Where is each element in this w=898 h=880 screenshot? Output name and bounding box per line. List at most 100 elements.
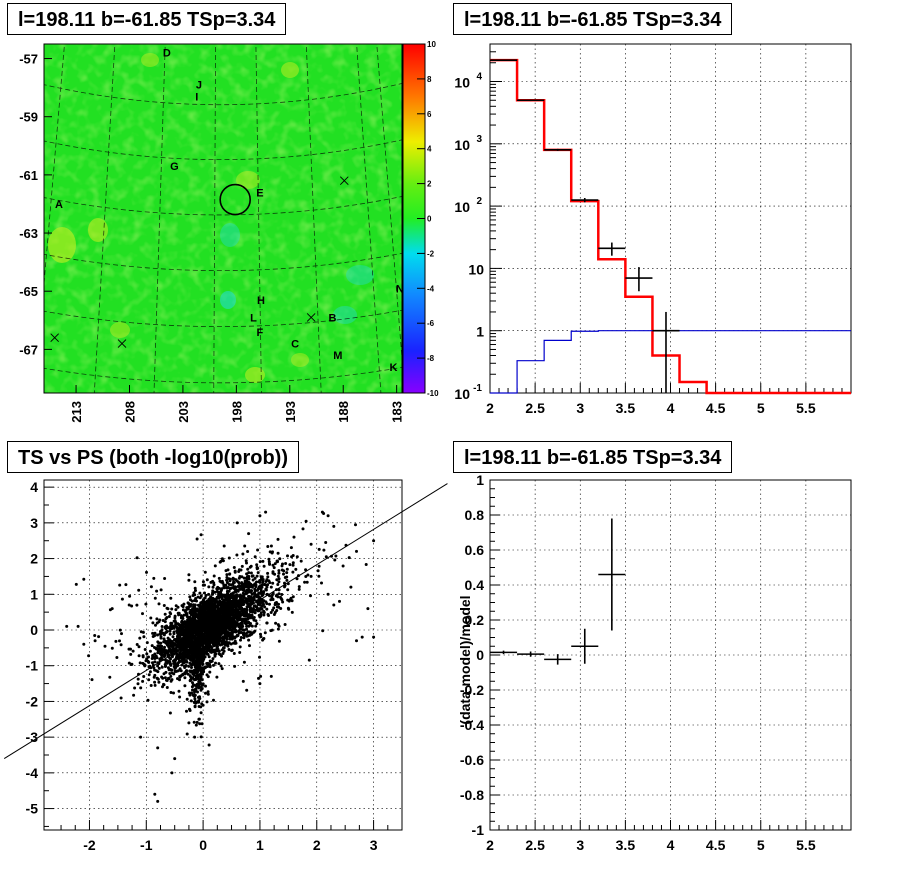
y-tick-label: 10 [454, 199, 470, 215]
scatter-point [259, 632, 262, 636]
colorbar-tick-label: -10 [427, 389, 439, 398]
scatter-point [232, 585, 236, 589]
scatter-point [235, 521, 239, 525]
scatter-point [202, 614, 205, 617]
scatter-point [136, 677, 140, 681]
scatter-point [225, 637, 229, 641]
scatter-point [192, 670, 196, 674]
scatter-point [231, 591, 235, 595]
scatter-point [277, 577, 281, 581]
scatter-point [156, 633, 159, 637]
scatter-point [277, 588, 281, 592]
scatter-point [219, 588, 223, 592]
scatter-point [247, 624, 251, 628]
scatter-point [190, 666, 193, 669]
scatter-point [240, 564, 244, 568]
scatter-point [227, 583, 231, 586]
scatter-point [276, 627, 280, 631]
scatter-point [207, 743, 211, 747]
scatter-point [216, 590, 220, 594]
scatter-point [259, 674, 263, 678]
scatter-point [226, 586, 230, 589]
scatter-point [276, 537, 280, 541]
scatter-point [258, 655, 261, 659]
scatter-point [97, 635, 101, 639]
scatter-point [270, 593, 274, 597]
scatter-point [355, 639, 358, 643]
scatter-point [225, 581, 229, 585]
x-tick-label: 5 [757, 400, 765, 416]
source-label: H [257, 295, 265, 307]
scatter-point [192, 605, 196, 609]
scatter-point [205, 644, 208, 648]
colorbar-tick-label: -8 [427, 354, 435, 363]
scatter-point [210, 616, 214, 620]
scatter-point [188, 707, 191, 711]
scatter-point [224, 634, 228, 638]
scatter-point [163, 620, 167, 624]
scatter-point [243, 544, 247, 548]
scatter-point [213, 590, 217, 594]
scatter-point [147, 673, 151, 677]
scatter-point [156, 746, 160, 750]
scatter-point [189, 649, 193, 653]
scatter-point [197, 644, 201, 648]
scatter-point [145, 652, 149, 656]
scatter-point [178, 660, 182, 663]
scatter-point [168, 711, 172, 715]
y-tick-label: -61 [19, 168, 38, 183]
scatter-point [169, 674, 173, 678]
scatter-point [250, 574, 254, 578]
scatter-point [201, 666, 205, 670]
scatter-point [256, 588, 259, 592]
scatter-point [153, 634, 156, 638]
scatter-point [173, 663, 177, 667]
scatter-point [273, 611, 277, 614]
scatter-point [232, 652, 236, 655]
scatter-point [249, 582, 253, 586]
scatter-point [181, 651, 185, 655]
scatter-point [108, 675, 112, 679]
source-label: D [163, 48, 171, 60]
scatter-point [280, 564, 284, 568]
scatter-point [206, 633, 210, 637]
scatter-point [263, 583, 267, 586]
scatter-point [265, 607, 269, 611]
y-tick-label: 4 [30, 479, 38, 495]
scatter-point [185, 732, 189, 736]
scatter-point [200, 687, 204, 691]
x-tick-label: 2 [486, 400, 494, 416]
scatter-point [181, 659, 185, 663]
scatter-point [266, 571, 270, 575]
scatter-point [271, 563, 275, 567]
scatter-point [194, 677, 198, 681]
scatter-point [238, 645, 242, 649]
scatter-point [215, 621, 219, 625]
scatter-point [124, 583, 128, 587]
y-tick-label: -63 [19, 226, 38, 241]
scatter-point [372, 635, 376, 639]
scatter-point [245, 577, 249, 581]
y-tick-label: -67 [19, 342, 38, 357]
scatter-point [205, 616, 208, 620]
scatter-point [190, 663, 193, 667]
scatter-point [165, 642, 169, 646]
scatter-point [271, 550, 274, 554]
scatter-point [248, 595, 252, 598]
scatter-point [127, 661, 131, 665]
scatter-point [208, 665, 212, 669]
scatter-point [221, 625, 225, 629]
scatter-point [255, 563, 259, 567]
scatter-point [246, 634, 250, 638]
scatter-point [309, 594, 312, 598]
scatter-point [247, 532, 251, 536]
scatter-point [204, 604, 208, 608]
scatter-point [277, 602, 280, 606]
scatter-point [110, 607, 114, 611]
scatter-point [238, 627, 242, 631]
scatter-point [215, 631, 219, 635]
scatter-point [269, 544, 273, 548]
scatter-point [192, 631, 196, 635]
y-tick-label: 3 [30, 515, 38, 531]
